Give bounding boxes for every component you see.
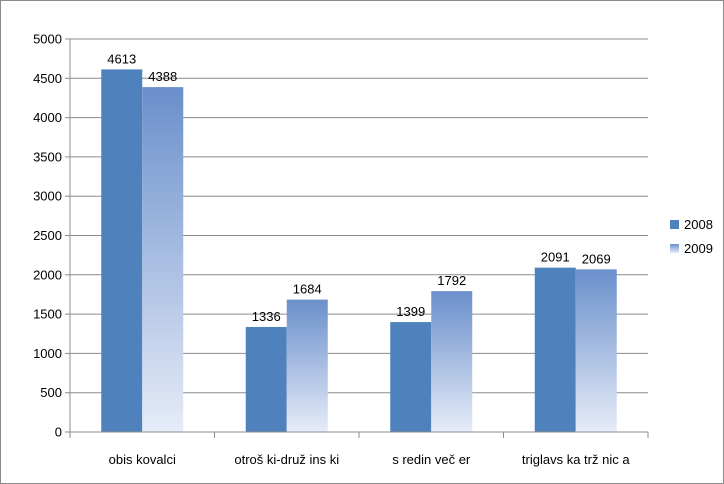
x-tick-label: obis kovalci bbox=[109, 452, 176, 467]
data-labels: 4613 4388 1336 1684 1399 1792 2091 2069 bbox=[107, 51, 610, 324]
y-tick-label: 0 bbox=[55, 425, 62, 440]
bars bbox=[101, 69, 617, 432]
data-label-2008: 2091 bbox=[541, 250, 570, 265]
bar-2008 bbox=[245, 326, 287, 432]
y-tick-label: 4500 bbox=[33, 71, 62, 86]
data-label-2008: 4613 bbox=[107, 51, 136, 66]
data-label-2009: 4388 bbox=[148, 69, 177, 84]
y-tick-label: 1500 bbox=[33, 307, 62, 322]
bar-2009 bbox=[575, 269, 617, 432]
data-label-2008: 1336 bbox=[252, 309, 281, 324]
bar-2009 bbox=[142, 87, 184, 432]
bar-2009 bbox=[286, 299, 328, 432]
y-tick-label: 1000 bbox=[33, 346, 62, 361]
y-tick-label: 500 bbox=[40, 385, 62, 400]
y-tick-label: 3000 bbox=[33, 189, 62, 204]
legend-label-2008: 2008 bbox=[684, 216, 713, 232]
x-axis: obis kovalci otroš ki-druž ins ki s redin … bbox=[69, 431, 649, 467]
data-label-2009: 1684 bbox=[293, 282, 322, 297]
bar-2008 bbox=[390, 322, 432, 432]
data-label-2009: 1792 bbox=[437, 273, 466, 288]
x-tick-label: s redin več er bbox=[392, 452, 471, 467]
legend-swatch-2009 bbox=[670, 243, 679, 253]
legend-swatch-2008 bbox=[670, 219, 679, 229]
bar-2008 bbox=[101, 69, 143, 432]
data-label-2009: 2069 bbox=[582, 251, 611, 266]
bar-2008 bbox=[534, 267, 576, 432]
y-tick-label: 3500 bbox=[33, 149, 62, 164]
y-tick-label: 5000 bbox=[33, 32, 62, 47]
bar-2009 bbox=[431, 291, 473, 432]
y-tick-label: 2500 bbox=[33, 228, 62, 243]
data-label-2008: 1399 bbox=[396, 304, 425, 319]
legend-label-2009: 2009 bbox=[684, 240, 713, 256]
y-tick-label: 2000 bbox=[33, 267, 62, 282]
legend-item-2008: 2008 bbox=[670, 212, 713, 236]
legend-item-2009: 2009 bbox=[670, 236, 713, 260]
y-axis: 0 500 1000 1500 2000 2500 3000 3500 4000 4500 5000 bbox=[33, 32, 71, 440]
x-tick-label: triglavs ka trž nic a bbox=[522, 452, 630, 467]
x-tick-label: otroš ki-druž ins ki bbox=[234, 452, 339, 467]
y-tick-label: 4000 bbox=[33, 110, 62, 125]
legend: 2008 2009 bbox=[670, 212, 713, 260]
